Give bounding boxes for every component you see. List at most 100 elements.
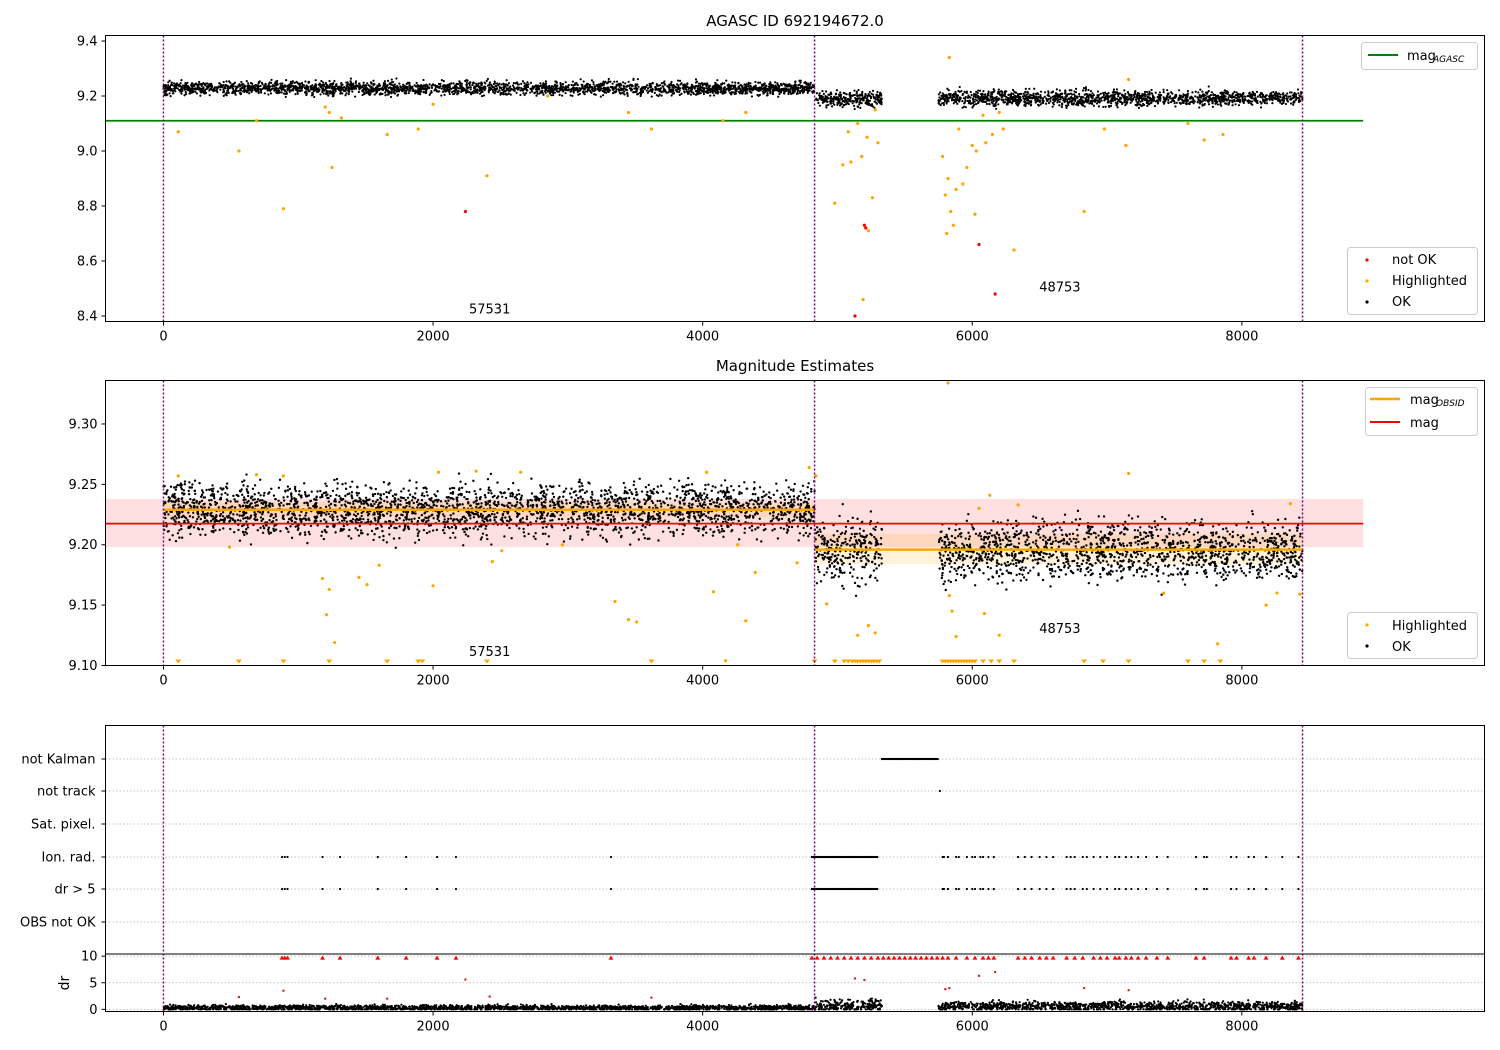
- ok-point: [175, 86, 178, 90]
- ok-point: [503, 90, 506, 93]
- ok-point: [430, 89, 433, 93]
- ok-point: [869, 103, 872, 107]
- ok-point: [354, 95, 357, 98]
- ok-point: [389, 95, 393, 99]
- ok-point: [1074, 87, 1078, 90]
- ok-point: [794, 83, 797, 87]
- ok-point: [1153, 104, 1157, 108]
- ok-point: [945, 95, 949, 99]
- ok-point: [660, 82, 663, 85]
- ok-point: [415, 81, 418, 85]
- ok-point: [257, 85, 261, 88]
- ok-point: [174, 90, 177, 93]
- ok-point: [830, 100, 833, 103]
- ok-point: [508, 520, 511, 523]
- ok-point: [695, 80, 699, 83]
- ok-point: [519, 93, 522, 97]
- ok-point: [586, 505, 589, 509]
- ok-point: [288, 90, 291, 93]
- ok-point: [562, 88, 566, 91]
- ok-point: [1282, 92, 1285, 95]
- ok-point: [954, 92, 957, 95]
- ok-point: [1082, 96, 1085, 99]
- ok-point: [748, 90, 751, 93]
- ok-point: [971, 106, 974, 109]
- ok-point: [1289, 95, 1292, 98]
- ok-point: [988, 103, 991, 106]
- ok-point: [787, 88, 790, 91]
- ok-point: [602, 80, 605, 83]
- ok-point: [1185, 102, 1188, 105]
- ok-point: [515, 81, 518, 84]
- ok-point: [1191, 96, 1194, 99]
- ok-point: [1115, 88, 1119, 91]
- ok-point: [349, 82, 353, 86]
- ok-point: [1002, 94, 1005, 97]
- ok-point: [853, 89, 856, 92]
- ok-point: [672, 534, 675, 538]
- ok-point: [478, 88, 481, 91]
- ok-point: [1118, 92, 1121, 95]
- ok-point: [228, 87, 231, 90]
- ok-point: [547, 86, 551, 89]
- ok-point: [460, 89, 463, 92]
- ok-point: [607, 90, 610, 93]
- ok-point: [292, 85, 295, 88]
- ok-point: [199, 94, 202, 97]
- ok-point: [678, 79, 682, 82]
- ok-point: [693, 87, 696, 90]
- ok-point: [837, 102, 840, 105]
- ok-point: [792, 86, 795, 89]
- ok-point: [522, 527, 525, 531]
- ok-point: [743, 481, 746, 484]
- ok-point: [1024, 103, 1027, 107]
- ok-point: [384, 85, 388, 88]
- ok-point: [700, 81, 704, 85]
- highlighted-point: [485, 174, 489, 178]
- ok-point: [465, 91, 468, 94]
- ok-point: [1297, 92, 1300, 95]
- ok-point: [1067, 92, 1071, 96]
- ok-point: [292, 87, 295, 90]
- ok-point: [637, 92, 640, 95]
- ok-point: [507, 89, 511, 92]
- panel2-title: Magnitude Estimates: [716, 357, 874, 375]
- ok-point: [1199, 101, 1202, 104]
- ok-point: [288, 86, 291, 90]
- ok-point: [810, 86, 813, 89]
- highlighted-point: [1102, 127, 1106, 131]
- ok-point: [219, 88, 222, 91]
- ok-point: [291, 82, 294, 85]
- ok-point: [1137, 106, 1141, 109]
- ok-point: [751, 492, 755, 496]
- ok-point: [1092, 99, 1095, 103]
- ok-point: [671, 89, 675, 92]
- ok-point: [802, 534, 805, 537]
- ok-point: [822, 92, 825, 95]
- ok-point: [985, 102, 989, 106]
- ok-point: [262, 85, 266, 88]
- highlighted-point: [546, 94, 550, 98]
- ok-point: [1264, 96, 1267, 99]
- ok-point: [1138, 103, 1141, 106]
- ok-point: [874, 101, 878, 104]
- ok-point: [1198, 106, 1201, 109]
- ok-point: [167, 84, 170, 87]
- ok-point: [803, 81, 806, 85]
- ok-point: [412, 88, 415, 91]
- ok-point: [502, 83, 505, 86]
- ok-point: [439, 504, 443, 508]
- ok-point: [1286, 92, 1289, 95]
- ok-point: [713, 84, 716, 87]
- obsid-label: 57531: [469, 302, 510, 317]
- ok-point: [408, 81, 411, 84]
- ok-point: [1096, 99, 1099, 103]
- ok-point: [239, 92, 242, 95]
- ok-point: [487, 91, 490, 94]
- ok-point: [276, 82, 279, 86]
- ok-point: [620, 84, 623, 87]
- ok-point: [1108, 95, 1111, 98]
- ok-point: [1004, 98, 1007, 101]
- ok-point: [382, 88, 385, 92]
- ok-point: [583, 92, 586, 96]
